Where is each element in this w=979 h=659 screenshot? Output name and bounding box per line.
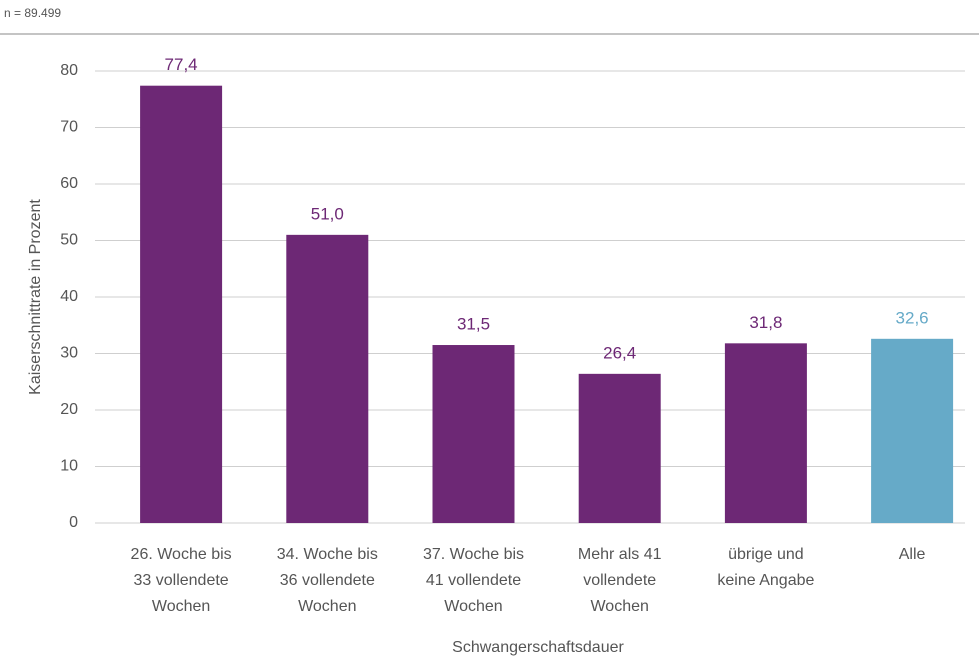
x-tick-label-line: Alle: [899, 546, 926, 563]
bar: [140, 85, 223, 523]
x-tick-label: übrige und keine Angabe: [717, 546, 814, 589]
x-tick-label-line: Wochen: [152, 598, 210, 615]
y-tick-label: 60: [60, 175, 78, 192]
y-tick-label: 0: [69, 514, 78, 531]
bar: [578, 373, 661, 523]
value-label: 31,5: [457, 315, 490, 334]
bar: [432, 345, 515, 523]
x-axis-title: Schwangerschaftsdauer: [452, 639, 624, 656]
bar: [286, 234, 369, 523]
x-tick-label-line: 36 vollendete: [280, 572, 375, 589]
y-tick-label: 20: [60, 401, 78, 418]
x-tick-label-line: 33 vollendete: [134, 572, 229, 589]
x-tick-label-line: Mehr als 41: [578, 546, 662, 563]
y-tick-label: 70: [60, 119, 78, 136]
x-tick-label-line: 41 vollendete: [426, 572, 521, 589]
x-tick-label-line: Wochen: [298, 598, 356, 615]
x-tick-label-line: 37. Woche bis: [423, 546, 524, 563]
value-label: 26,4: [603, 343, 636, 362]
value-label: 32,6: [896, 308, 929, 327]
y-tick-label: 80: [60, 62, 78, 79]
x-tick-label-line: vollendete: [583, 572, 656, 589]
x-tick-label: Alle: [899, 546, 926, 563]
value-label: 51,0: [311, 204, 344, 223]
x-tick-label-line: keine Angabe: [717, 572, 814, 589]
x-tick-label: 37. Woche bis 41 vollendete Wochen: [423, 546, 524, 615]
bar: [724, 343, 807, 523]
y-tick-label: 40: [60, 288, 78, 305]
x-tick-label-line: 34. Woche bis: [277, 546, 378, 563]
y-tick-label: 50: [60, 232, 78, 249]
y-tick-label: 30: [60, 345, 78, 362]
sample-size-note: n = 89.499: [4, 6, 61, 20]
x-tick-label-line: übrige und: [728, 546, 804, 563]
value-label: 77,4: [165, 55, 198, 74]
bar: [871, 338, 954, 523]
x-tick-label-line: Wochen: [444, 598, 502, 615]
x-tick-label-line: 26. Woche bis: [131, 546, 232, 563]
y-axis-title: Kaiserschnittrate in Prozent: [27, 199, 44, 395]
x-tick-label: 26. Woche bis 33 vollendete Wochen: [131, 546, 232, 615]
x-tick-label: Mehr als 41 vollendete Wochen: [578, 546, 662, 615]
x-tick-label-line: Wochen: [590, 598, 648, 615]
value-label: 31,8: [749, 313, 782, 332]
y-tick-label: 10: [60, 458, 78, 475]
x-tick-label: 34. Woche bis 36 vollendete Wochen: [277, 546, 378, 615]
